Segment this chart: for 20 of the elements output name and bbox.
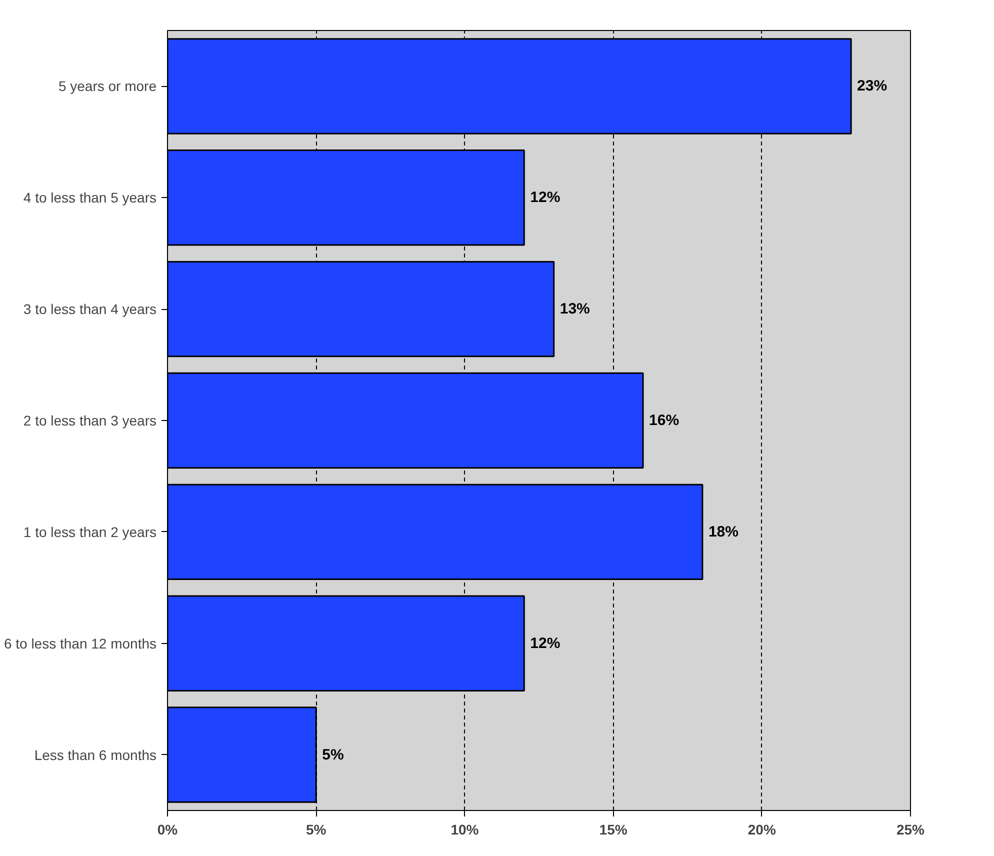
data-label: 12% (530, 634, 560, 652)
y-tick-label: 3 to less than 4 years (23, 301, 157, 318)
x-tick-label: 20% (748, 822, 776, 838)
y-tick-label: 1 to less than 2 years (23, 524, 157, 540)
data-label: 18% (708, 523, 738, 540)
x-tick-label: 15% (599, 822, 628, 838)
y-tick-label: Less than 6 months (34, 746, 156, 763)
data-label: 5% (322, 746, 344, 764)
y-tick-label: 4 to less than 5 years (23, 190, 157, 206)
data-label: 13% (560, 300, 590, 318)
x-tick-label: 25% (896, 822, 926, 838)
x-tick-label: 0% (157, 822, 178, 838)
y-tick-label: 6 to less than 12 months (4, 635, 157, 652)
x-tick-label: 5% (306, 822, 327, 838)
data-label: 16% (649, 412, 680, 429)
y-tick-label: 5 years or more (58, 78, 157, 94)
x-tick-label: 10% (450, 822, 480, 838)
data-label: 12% (530, 189, 560, 206)
data-label: 23% (857, 78, 888, 95)
y-tick-label: 2 to less than 3 years (23, 412, 157, 428)
